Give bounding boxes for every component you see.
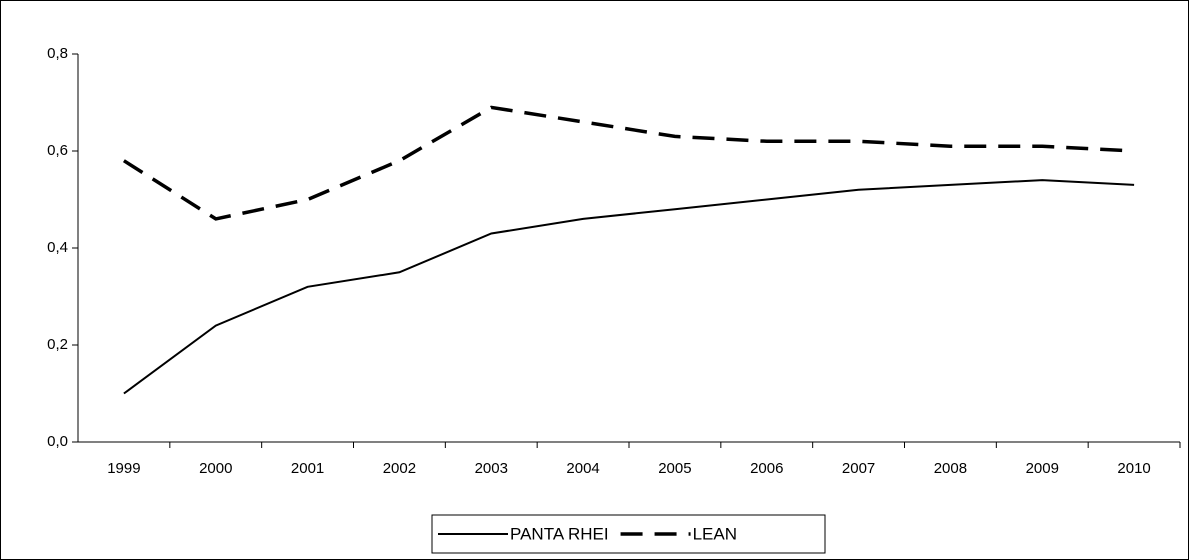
x-tick-label: 2008 bbox=[934, 460, 967, 477]
y-tick-label: 0,0 bbox=[47, 433, 68, 450]
y-tick-label: 0,4 bbox=[47, 239, 68, 256]
legend-label: LEAN bbox=[693, 524, 737, 543]
x-tick-label: 2004 bbox=[566, 460, 599, 477]
x-tick-label: 2001 bbox=[291, 460, 324, 477]
y-tick-label: 0,6 bbox=[47, 142, 68, 159]
x-tick-label: 1999 bbox=[107, 460, 140, 477]
legend-label: PANTA RHEI bbox=[510, 524, 609, 543]
series-line bbox=[122, 105, 1135, 221]
x-tick-label: 2002 bbox=[383, 460, 416, 477]
y-tick-label: 0,8 bbox=[47, 45, 68, 62]
x-tick-label: 2009 bbox=[1026, 460, 1059, 477]
x-tick-label: 2005 bbox=[658, 460, 691, 477]
x-tick-label: 2010 bbox=[1117, 460, 1150, 477]
x-tick-label: 2000 bbox=[199, 460, 232, 477]
series-line bbox=[123, 179, 1135, 395]
x-tick-label: 2006 bbox=[750, 460, 783, 477]
y-tick-label: 0,2 bbox=[47, 336, 68, 353]
x-tick-label: 2003 bbox=[475, 460, 508, 477]
x-tick-label: 2007 bbox=[842, 460, 875, 477]
